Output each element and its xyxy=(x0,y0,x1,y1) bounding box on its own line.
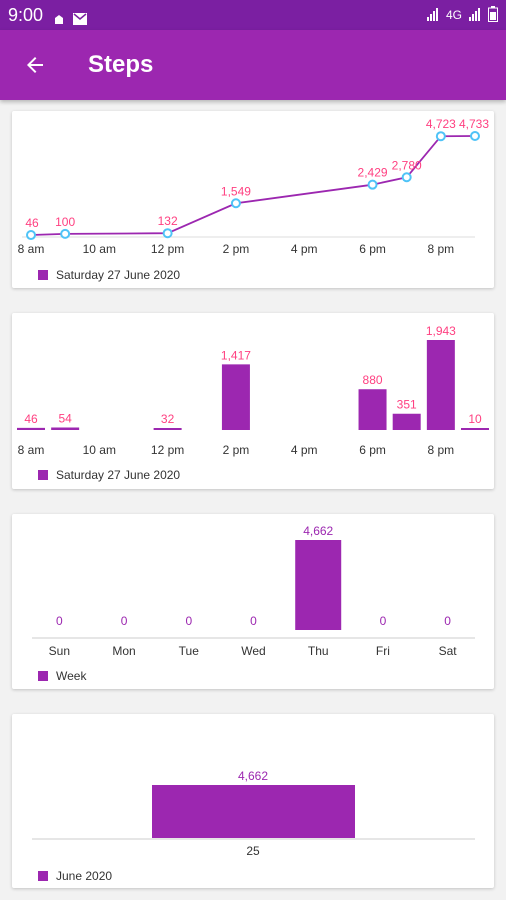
legend-label: Week xyxy=(56,669,87,683)
data-label: 4,733 xyxy=(459,117,489,131)
page-title: Steps xyxy=(88,51,154,78)
wifi-icon xyxy=(468,7,482,24)
data-point xyxy=(60,228,71,239)
hourly-line-chart: 46 100 132 1,549 2,429 2,780 4,723 4,733 8 am 10 … xyxy=(18,117,490,256)
data-label: 46 xyxy=(24,412,38,426)
data-label: 4,723 xyxy=(426,117,456,131)
data-label: 880 xyxy=(363,373,383,387)
data-label: 2,780 xyxy=(392,158,422,172)
mail-icon xyxy=(73,9,88,25)
hourly-bar-chart: 46 54 32 1,417 880 351 1,943 10 8 am 10 am 12 pm 2 … xyxy=(17,324,489,457)
chart-legend: Saturday 27 June 2020 xyxy=(38,268,180,282)
data-label: 0 xyxy=(121,614,128,628)
x-tick-label: Sun xyxy=(49,644,70,658)
app-bar: Steps xyxy=(0,30,506,100)
status-right: 4G xyxy=(426,5,498,25)
battery-icon xyxy=(488,5,498,25)
x-tick-label: 4 pm xyxy=(291,242,318,256)
data-label: 1,417 xyxy=(221,348,251,362)
arrow-back-icon xyxy=(27,57,43,73)
x-tick-label: 12 pm xyxy=(151,242,184,256)
data-label: 0 xyxy=(250,614,257,628)
bar xyxy=(426,340,455,430)
data-label: 351 xyxy=(397,398,417,412)
data-label: 54 xyxy=(58,411,72,425)
monthly-bar-chart-card: 4,662 25 June 2020 xyxy=(12,714,494,888)
x-tick-label: 25 xyxy=(246,844,260,858)
notification-icon xyxy=(53,9,65,24)
x-tick-label: 10 am xyxy=(83,242,116,256)
data-label: 46 xyxy=(25,216,39,230)
x-tick-label: Thu xyxy=(308,644,329,658)
data-label: 132 xyxy=(158,214,178,228)
legend-swatch xyxy=(38,871,48,881)
series-line xyxy=(30,135,476,236)
x-tick-label: 8 pm xyxy=(428,242,455,256)
data-label: 1,549 xyxy=(221,184,251,198)
x-tick-label: 8 am xyxy=(18,242,45,256)
legend-swatch xyxy=(38,671,48,681)
x-tick-label: 2 pm xyxy=(223,443,250,457)
legend-label: Saturday 27 June 2020 xyxy=(56,268,181,282)
data-label: 1,943 xyxy=(426,324,456,338)
data-label: 0 xyxy=(185,614,192,628)
x-tick-label: 6 pm xyxy=(359,443,386,457)
data-point xyxy=(401,172,412,183)
bar xyxy=(392,413,421,430)
bar xyxy=(295,540,342,630)
x-tick-label: 6 pm xyxy=(359,242,386,256)
status-time: 9:00 xyxy=(8,4,44,25)
monthly-bar-chart: 4,662 25 xyxy=(32,769,475,858)
x-tick-label: Wed xyxy=(241,644,265,658)
legend-label: June 2020 xyxy=(56,869,113,883)
chart-legend: Week xyxy=(38,669,86,683)
data-label: 10 xyxy=(468,412,482,426)
bar xyxy=(51,427,80,430)
x-tick-label: 10 am xyxy=(83,443,116,457)
hourly-bar-chart-card: 46 54 32 1,417 880 351 1,943 10 8 am 10 am 12 pm 2 … xyxy=(12,313,494,489)
back-button[interactable] xyxy=(0,30,70,100)
x-tick-label: 4 pm xyxy=(291,443,318,457)
hourly-line-chart-card: 46 100 132 1,549 2,429 2,780 4,723 4,733 8 am 10 … xyxy=(12,111,494,288)
bar xyxy=(358,389,387,430)
x-tick-label: Mon xyxy=(112,644,135,658)
x-tick-label: 8 pm xyxy=(428,443,455,457)
data-label: 0 xyxy=(56,614,63,628)
legend-swatch xyxy=(38,270,48,280)
x-tick-label: Fri xyxy=(376,644,390,658)
data-point xyxy=(162,228,173,239)
x-tick-label: 2 pm xyxy=(223,242,250,256)
data-label: 0 xyxy=(444,614,451,628)
bar xyxy=(152,785,355,838)
data-label: 32 xyxy=(161,412,175,426)
weekly-bar-chart: 0 Sun 0 Mon 0 Tue 0 Wed 4,662 Thu 0 Fri 0 Sat xyxy=(32,524,475,658)
signal-icon xyxy=(426,7,440,24)
bar xyxy=(153,428,182,430)
bar xyxy=(17,427,45,430)
chart-legend: Saturday 27 June 2020 xyxy=(38,468,180,482)
data-point xyxy=(230,198,241,209)
data-label: 0 xyxy=(380,614,387,628)
x-tick-label: Tue xyxy=(179,644,200,658)
bar xyxy=(461,428,489,430)
data-label: 4,662 xyxy=(303,524,333,538)
data-point xyxy=(26,230,36,241)
data-label: 100 xyxy=(55,215,75,229)
status-bar: 9:00 4G xyxy=(0,0,506,30)
legend-label: Saturday 27 June 2020 xyxy=(56,468,181,482)
chart-legend: June 2020 xyxy=(38,869,112,883)
x-tick-label: 12 pm xyxy=(151,443,184,457)
data-point xyxy=(435,131,446,142)
data-label: 2,429 xyxy=(358,166,388,180)
bar xyxy=(221,364,250,430)
x-tick-label: Sat xyxy=(439,644,458,658)
x-tick-label: 8 am xyxy=(18,443,45,457)
legend-swatch xyxy=(38,470,48,480)
data-point xyxy=(367,179,378,190)
network-type: 4G xyxy=(445,8,462,22)
data-label: 4,662 xyxy=(238,769,268,783)
weekly-bar-chart-card: 0 Sun 0 Mon 0 Tue 0 Wed 4,662 Thu 0 Fri 0 Sat Week xyxy=(12,514,494,689)
data-point xyxy=(470,131,480,141)
